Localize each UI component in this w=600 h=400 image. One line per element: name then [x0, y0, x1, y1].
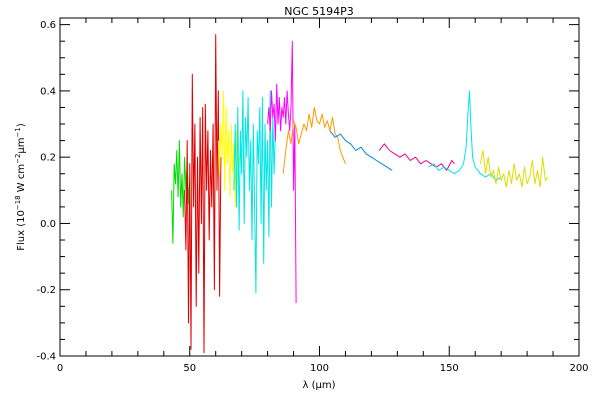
y-label-exp1: −18 — [14, 195, 22, 210]
x-tick-label: 200 — [569, 363, 588, 374]
y-tick-label: 0.6 — [40, 20, 56, 31]
series-group — [171, 34, 549, 354]
series-line-8 — [378, 143, 455, 171]
x-tick-label: 0 — [57, 363, 63, 374]
y-axis-label: Flux (10−18 W cm−2μm−1) — [14, 123, 27, 251]
series-line-4 — [233, 90, 276, 294]
y-label-mid: W cm — [16, 164, 27, 195]
y-tick-label: 0.2 — [40, 153, 56, 164]
y-label-exp2: −2 — [14, 154, 22, 164]
x-tick-label: 100 — [310, 363, 329, 374]
chart-title: NGC 5194P3 — [284, 5, 354, 18]
plot-frame — [59, 17, 580, 357]
y-axis: -0.4 -0.2 0.0 0.2 0.4 0.6 — [36, 20, 579, 363]
series-line-7 — [329, 130, 393, 171]
series-line-9 — [428, 90, 502, 181]
y-label-exp3: −1 — [14, 127, 22, 137]
y-tick-label: -0.2 — [36, 285, 56, 296]
series-line-5 — [267, 40, 297, 304]
y-tick-label: -0.4 — [36, 352, 56, 363]
y-tick-label: 0.0 — [40, 219, 56, 230]
x-tick-label: 50 — [183, 363, 196, 374]
y-label-unit: μm — [16, 137, 27, 153]
y-label-end: ) — [16, 123, 27, 127]
x-axis: 0 50 100 150 200 — [57, 18, 589, 374]
series-line-10 — [479, 150, 549, 188]
series-line-6 — [282, 107, 346, 174]
y-label-main: Flux (10 — [16, 210, 27, 251]
x-axis-label: λ (μm) — [302, 380, 335, 391]
plot-border — [59, 17, 580, 357]
x-tick-label: 150 — [440, 363, 459, 374]
series-line-2 — [184, 34, 222, 354]
y-tick-label: 0.4 — [40, 86, 56, 97]
